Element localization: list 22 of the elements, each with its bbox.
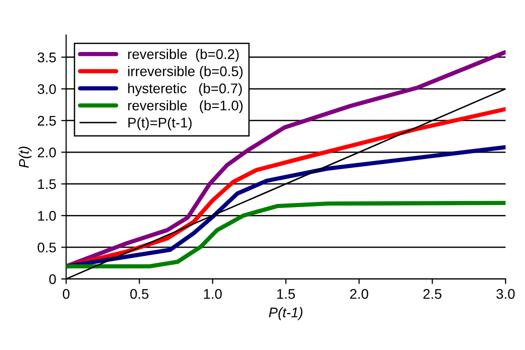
y-tick-label: 0 <box>49 274 56 284</box>
x-tick-label: 0 <box>62 289 70 299</box>
x-tick-label: 1.5 <box>277 289 295 299</box>
y-tick-label: 3.5 <box>38 52 56 62</box>
x-tick-label: 3.0 <box>496 289 515 299</box>
y-tick-label: 1.5 <box>38 179 56 190</box>
legend-label: P(t)=P(t-1) <box>128 117 192 130</box>
legend-label: irreversible (b=0.5) <box>128 66 243 79</box>
x-tick-label: 0.5 <box>130 289 148 299</box>
x-tick-label: 2.0 <box>350 289 368 299</box>
y-tick-label: 0.5 <box>38 242 56 252</box>
y-tick-label: 2.5 <box>38 116 56 126</box>
y-tick-label: 1.0 <box>38 210 56 221</box>
y-tick-label: 3.0 <box>38 84 56 94</box>
legend-label: hysteretic (b=0.7) <box>128 83 242 96</box>
y-tick-label: 2.0 <box>38 148 56 158</box>
y-axis-title: P(t) <box>18 146 32 168</box>
x-tick-label: 2.5 <box>423 289 442 299</box>
x-axis-title: P(t-1) <box>268 307 302 320</box>
legend-label: reversible (b=0.2) <box>128 48 239 62</box>
x-tick-label: 1.0 <box>204 289 222 299</box>
legend-label: reversible (b=1.0) <box>128 100 243 114</box>
